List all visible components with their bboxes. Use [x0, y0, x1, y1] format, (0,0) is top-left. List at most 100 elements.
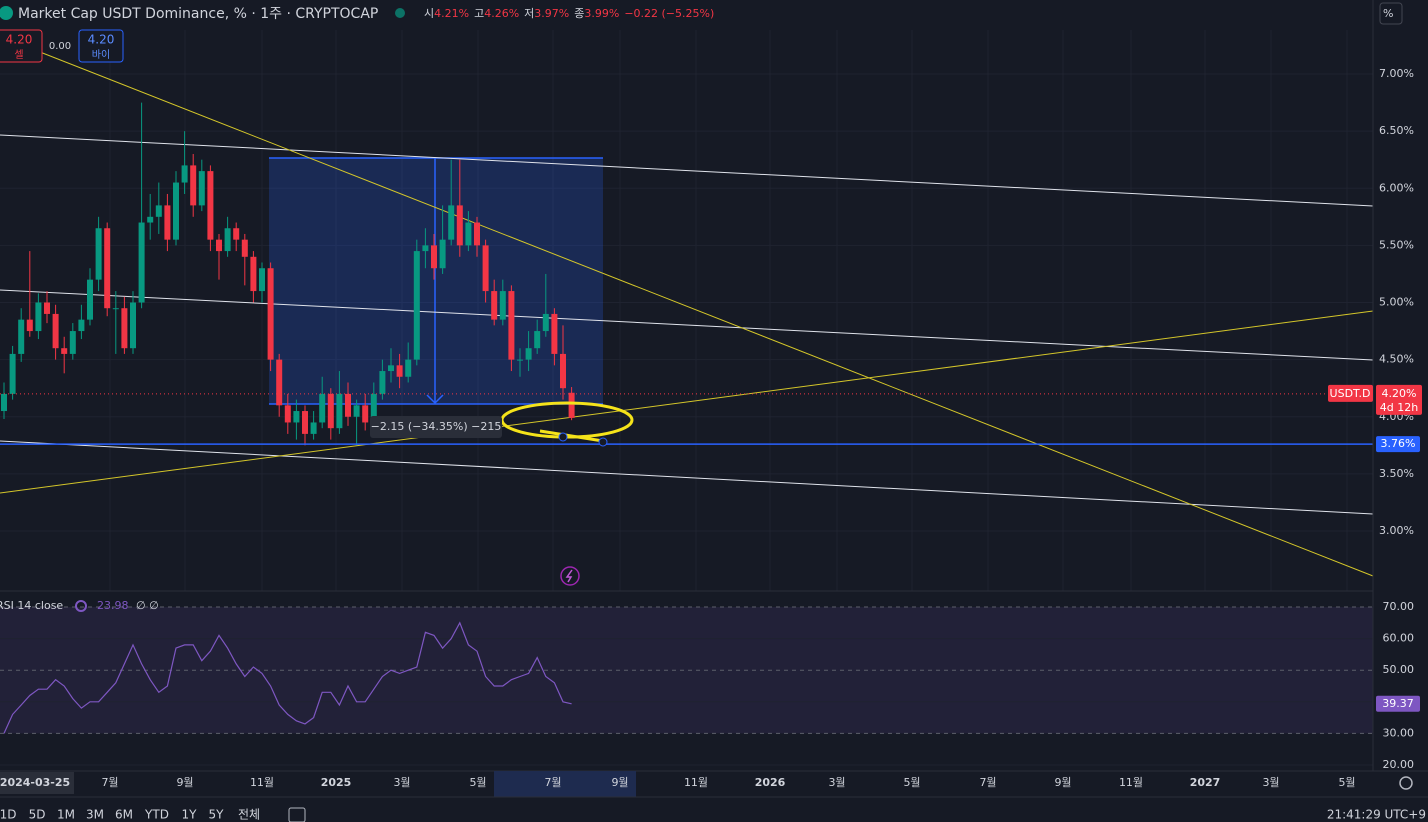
time-range-button[interactable]: 1Y — [182, 808, 198, 822]
candle-body — [448, 205, 455, 240]
unit-button[interactable] — [1379, 2, 1403, 25]
candle-body — [560, 353, 566, 389]
time-range-button[interactable]: 3M — [86, 808, 104, 822]
candle-body — [422, 245, 429, 252]
trend-line — [0, 440, 1374, 515]
ohlc-key: 고 — [474, 7, 484, 20]
buy-label[interactable]: 바이 — [92, 49, 110, 61]
event-bolt — [565, 569, 573, 583]
candle-body — [207, 171, 214, 240]
y-tick-label: 5.50% — [1379, 238, 1414, 251]
sell-price[interactable]: 4.20 — [6, 33, 33, 47]
time-range-button[interactable]: 1D — [0, 808, 16, 822]
x-tick-label: 5월 — [469, 776, 486, 789]
time-range-button[interactable]: 전체 — [238, 808, 260, 822]
change: −0.22 (−5.25%) — [624, 7, 714, 20]
candle-body — [534, 331, 541, 349]
candle-body — [431, 245, 437, 269]
candle-body — [482, 245, 489, 292]
candle-body — [379, 371, 386, 394]
candle-body — [35, 302, 42, 332]
unit-button-label[interactable]: % — [1383, 7, 1393, 20]
y-tick-label: 5.00% — [1379, 296, 1414, 309]
candle-body — [18, 319, 25, 354]
x-tick-label: 9월 — [1054, 776, 1071, 789]
time-range-button[interactable]: 6M — [115, 808, 133, 822]
ohlc-legend: 시4.21% 고4.26% 저3.97% 종3.99% −0.22 (−5.25%) — [424, 7, 714, 20]
trend-line — [0, 134, 1374, 207]
calendar-icon[interactable] — [288, 807, 306, 822]
rsi-line — [3, 621, 572, 734]
candle-body — [61, 348, 68, 354]
candle-body — [542, 313, 549, 332]
x-tick-label: 9월 — [176, 776, 193, 789]
buy-button[interactable] — [78, 29, 124, 63]
last-price-tag — [1376, 384, 1422, 415]
candle-body — [327, 393, 334, 429]
rsi-extra: ∅ ∅ — [136, 599, 159, 612]
candle-body — [319, 393, 326, 423]
candle-body — [456, 205, 463, 246]
candle-body — [87, 279, 93, 320]
candle-body — [362, 405, 369, 423]
y-tick-label: 3.50% — [1379, 467, 1414, 480]
x-tick-label: 2025 — [321, 776, 352, 789]
candle-body — [302, 411, 308, 434]
measure-arrowhead — [426, 394, 444, 405]
candle-body — [491, 291, 498, 320]
rsi-title: RSI 14 close — [0, 599, 63, 612]
y-tick-label: 6.00% — [1379, 181, 1414, 194]
candle-body — [147, 216, 154, 223]
sell-label[interactable]: 셀 — [14, 49, 23, 61]
candle-body — [293, 411, 300, 423]
measure-label: −2.15 (−34.35%) −215 — [371, 420, 502, 433]
time-range-button[interactable]: 5D — [29, 808, 46, 822]
crosshair-date-box — [0, 772, 74, 794]
candle-body — [216, 239, 222, 252]
market-status — [395, 8, 405, 18]
candle-body — [396, 365, 403, 377]
settings-icon[interactable] — [1399, 776, 1413, 790]
time-range-button[interactable]: 5Y — [209, 808, 225, 822]
y-tick-label: 3.00% — [1379, 524, 1414, 537]
time-range-button[interactable]: YTD — [144, 808, 169, 822]
time-axis — [0, 771, 1428, 795]
candle-body — [413, 251, 420, 360]
sell-button[interactable] — [0, 29, 43, 63]
candle-body — [353, 405, 360, 417]
candle-body — [259, 268, 265, 292]
measure-box — [269, 158, 603, 404]
rsi-pane — [0, 591, 1373, 771]
candles — [0, 102, 1373, 446]
spread: 0.00 — [49, 41, 71, 52]
candle-body — [388, 365, 394, 372]
candle-body — [276, 359, 283, 406]
rsi-band — [0, 606, 1373, 766]
toolbar — [0, 797, 1428, 822]
x-tick-label: 3월 — [1262, 776, 1279, 789]
candle-body — [164, 205, 171, 240]
candle-body — [78, 319, 85, 332]
candle-body — [121, 308, 128, 349]
x-axis: 2024-03-25 7월 9월 11월 2025 3월 5월 7월 9월 11월 2026 3월 5월… — [0, 772, 1356, 794]
rsi-tick-label: 30.00 — [1383, 726, 1415, 739]
rsi-tick-label: 50.00 — [1383, 663, 1415, 676]
ohlc-value: 4.26% — [484, 7, 519, 20]
anchor-point[interactable] — [598, 437, 608, 447]
countdown: 4d 12h — [1380, 401, 1418, 414]
clock: 21:41:29 UTC+9 — [1327, 808, 1426, 822]
rsi-value-tag — [1376, 695, 1420, 712]
time-range-highlight — [494, 771, 636, 797]
anchor-point[interactable] — [558, 432, 568, 442]
buy-price[interactable]: 4.20 — [88, 33, 115, 47]
candle-body — [190, 165, 197, 206]
event-icon[interactable] — [560, 566, 580, 586]
y-tick-label: 7.00% — [1379, 67, 1414, 80]
rsi-tick-label: 70.00 — [1383, 600, 1415, 613]
time-range-button[interactable]: 1M — [57, 808, 75, 822]
x-tick-label: 5월 — [903, 776, 920, 789]
candle-body — [439, 239, 446, 269]
x-tick-label: 7월 — [101, 776, 118, 789]
